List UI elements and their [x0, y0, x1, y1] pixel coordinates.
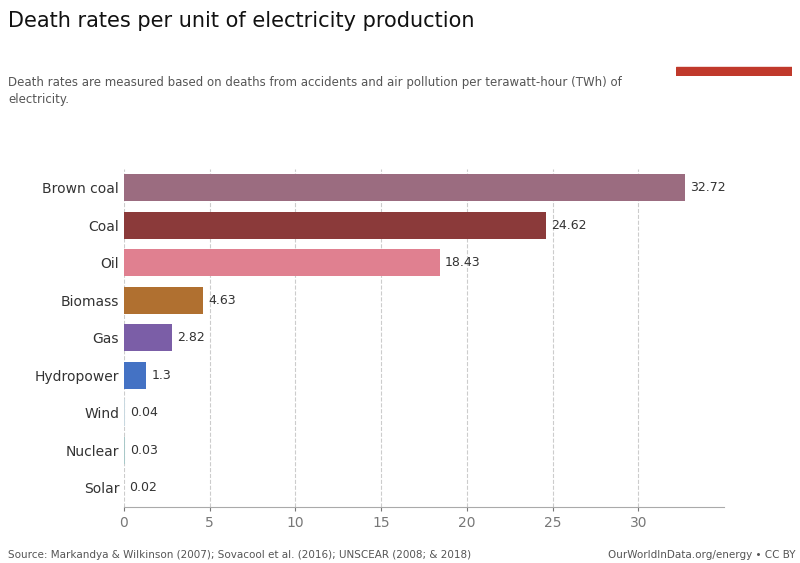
Bar [124, 324, 172, 351]
Text: 32.72: 32.72 [690, 181, 726, 194]
Bar [124, 212, 546, 239]
Text: OurWorldInData.org/energy • CC BY: OurWorldInData.org/energy • CC BY [609, 550, 796, 560]
Text: Our World
in Data: Our World in Data [698, 19, 770, 48]
Bar [124, 249, 440, 276]
Text: Death rates are measured based on deaths from accidents and air pollution per te: Death rates are measured based on deaths… [8, 76, 622, 106]
Text: 2.82: 2.82 [178, 331, 206, 345]
Text: Death rates per unit of electricity production: Death rates per unit of electricity prod… [8, 11, 474, 32]
Bar [124, 362, 146, 389]
Text: 1.3: 1.3 [151, 369, 171, 382]
Text: Source: Markandya & Wilkinson (2007); Sovacool et al. (2016); UNSCEAR (2008; & 2: Source: Markandya & Wilkinson (2007); So… [8, 550, 471, 560]
Bar [124, 174, 685, 201]
Text: 24.62: 24.62 [551, 218, 586, 232]
Text: 0.02: 0.02 [130, 481, 158, 494]
Bar [676, 67, 792, 76]
Bar [124, 287, 203, 314]
Text: 18.43: 18.43 [445, 256, 481, 269]
Text: 4.63: 4.63 [209, 294, 236, 307]
Text: 0.03: 0.03 [130, 444, 158, 457]
Text: 0.04: 0.04 [130, 406, 158, 419]
